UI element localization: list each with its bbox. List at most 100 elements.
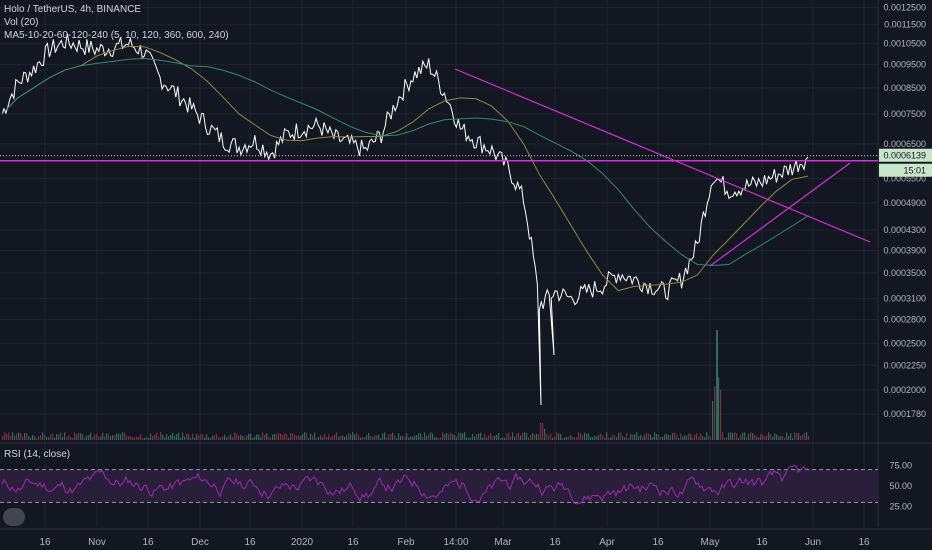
volume-bar [28,436,30,440]
volume-bar [718,377,720,440]
volume-bar [356,432,358,440]
volume-bar [332,436,334,440]
volume-bar [782,435,784,440]
volume-bar [244,437,246,440]
volume-bar [750,432,752,440]
volume-bar [62,436,64,440]
volume-bar [576,437,578,440]
volume-bar [774,433,776,440]
volume-bar [360,437,362,440]
volume-bar [682,436,684,440]
volume-bar [190,437,192,440]
time-axis-label: 16 [756,537,768,548]
volume-bar [322,436,324,440]
volume-bar [490,433,492,440]
volume-bar [312,435,314,440]
countdown-badge [879,163,932,177]
volume-bar [216,433,218,440]
volume-bar [286,434,288,440]
countdown-value: 15:01 [903,166,926,176]
volume-bar [770,434,772,440]
volume-bar [64,432,66,440]
volume-bar [446,433,448,440]
volume-bar [568,436,570,440]
volume-bar [206,434,208,440]
volume-bar [498,432,500,440]
volume-bar [392,432,394,440]
volume-bar [472,433,474,440]
volume-bar [276,434,278,440]
volume-bar [740,434,742,440]
volume-bar [78,432,80,440]
price-axis-label: 0.0004300 [883,225,926,235]
volume-bar [370,435,372,440]
volume-bar [306,432,308,440]
volume-bar [164,437,166,440]
volume-bar [294,434,296,440]
volume-bar [386,437,388,440]
volume-bar [104,436,106,440]
volume-bar [148,437,150,440]
volume-bar [310,433,312,440]
volume-bar [202,434,204,440]
volume-bar [334,434,336,440]
volume-bar [670,435,672,440]
volume-bar [284,433,286,440]
volume-bar [736,433,738,440]
volume-bar [208,437,210,440]
volume-bar [372,436,374,440]
volume-bar [136,436,138,440]
volume-bar [260,437,262,440]
time-axis-label: 16 [858,537,870,548]
volume-bar [484,433,486,440]
volume-bar [610,437,612,440]
volume-bar [772,436,774,440]
volume-bar [696,432,698,440]
volume-bar [466,436,468,440]
volume-bar [738,437,740,440]
volume-bar [50,434,52,440]
volume-bar [106,433,108,440]
volume-bar [478,433,480,440]
volume-bar [74,432,76,440]
volume-bar [404,437,406,440]
volume-bar [550,433,552,440]
time-axis-label: 14:00 [443,537,468,548]
volume-bar [196,433,198,440]
volume-bar [648,433,650,440]
volume-bar [124,432,126,440]
volume-bar [232,437,234,440]
volume-bar [756,435,758,440]
volume-bar [238,435,240,440]
price-axis-label: 0.0012500 [883,2,926,12]
volume-bar [18,432,20,440]
volume-bar [318,436,320,440]
volume-bar [40,435,42,440]
volume-bar [796,432,798,440]
volume-bar [432,433,434,440]
volume-bar [344,436,346,440]
volume-bar [672,432,674,440]
volume-bar [394,435,396,440]
volume-bar [562,437,564,440]
volume-bar [552,437,554,440]
volume-bar [172,432,174,440]
time-axis-label: 16 [142,537,154,548]
volume-bar [606,432,608,440]
volume-bar [188,434,190,440]
volume-bar [780,436,782,440]
volume-bar [630,433,632,440]
volume-bar [766,435,768,440]
volume-bar [460,432,462,440]
volume-bar [418,433,420,440]
volume-bar [42,432,44,440]
volume-bar [302,433,304,440]
price-axis-label: 0.0009500 [883,60,926,70]
volume-bar [92,437,94,440]
volume-bar [676,434,678,440]
volume-bar [212,435,214,440]
price-line [1,33,809,406]
volume-bar [714,386,716,440]
price-axis-label: 0.0002000 [883,385,926,395]
